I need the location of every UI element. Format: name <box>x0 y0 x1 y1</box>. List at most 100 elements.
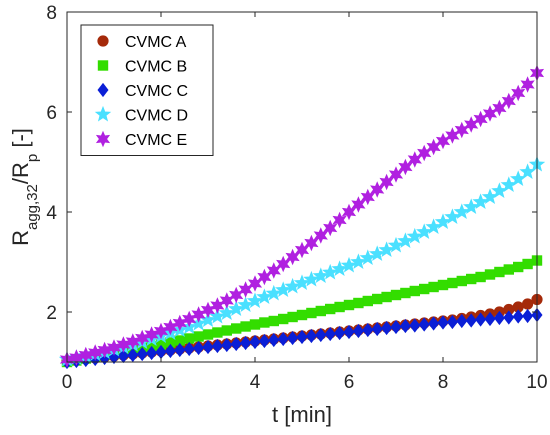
data-point <box>228 300 245 316</box>
data-point <box>209 307 226 324</box>
data-point <box>352 323 364 339</box>
data-point <box>303 270 320 287</box>
x-tick-label: 0 <box>62 372 73 393</box>
data-point <box>371 293 383 305</box>
data-point <box>465 313 477 328</box>
data-point <box>136 346 148 362</box>
data-point <box>409 318 421 333</box>
data-point <box>475 271 486 283</box>
data-point <box>453 203 470 219</box>
data-point <box>400 287 411 299</box>
data-point <box>315 305 327 317</box>
data-point <box>447 277 458 289</box>
data-point <box>406 227 423 244</box>
data-point <box>416 223 433 239</box>
data-point <box>362 322 374 338</box>
data-point <box>249 319 261 330</box>
x-tick-label: 6 <box>344 372 355 393</box>
data-point <box>306 307 317 319</box>
data-point <box>521 298 534 310</box>
data-point <box>315 327 327 343</box>
data-point <box>275 281 292 297</box>
data-point <box>390 319 402 335</box>
legend-label: CVMC A <box>125 34 187 51</box>
data-point <box>212 327 223 338</box>
data-point <box>435 132 451 150</box>
y-tick-label: 8 <box>46 3 57 24</box>
data-point <box>353 297 364 309</box>
data-point <box>426 138 441 156</box>
data-point <box>513 261 524 273</box>
data-point <box>265 284 282 301</box>
y-label-sub2: p <box>24 154 41 162</box>
data-point <box>390 289 402 301</box>
data-point <box>238 281 253 298</box>
data-point <box>381 320 393 336</box>
data-point <box>351 196 366 213</box>
data-point <box>503 264 515 275</box>
y-label-sub1: agg,32 <box>24 184 41 230</box>
data-point <box>409 285 421 297</box>
data-point <box>293 274 311 290</box>
data-point <box>202 339 214 355</box>
data-point <box>237 296 254 312</box>
data-point <box>259 317 270 328</box>
x-axis-label: t [min] <box>272 402 332 427</box>
y-label-tail: [-] <box>8 128 33 154</box>
data-point <box>332 211 347 229</box>
data-point <box>221 337 233 353</box>
legend-items: CVMC A CVMC B CVMC C CVMC D CVMC E <box>94 34 188 149</box>
y-axis-label: Ragg,32/Rp [-] <box>8 128 41 246</box>
legend-marker <box>94 105 112 122</box>
data-point <box>334 301 345 313</box>
data-point <box>511 84 526 102</box>
legend: CVMC A CVMC B CVMC C CVMC D CVMC E <box>80 24 214 156</box>
data-point <box>399 318 411 334</box>
data-point <box>520 76 535 93</box>
ticks-layer: 0 2 4 6 8 10 2 4 6 8 <box>46 3 547 393</box>
legend-item: CVMC B <box>97 59 187 76</box>
data-point <box>418 317 430 332</box>
x-tick-label: 8 <box>438 372 449 393</box>
data-point <box>182 310 197 328</box>
data-point <box>484 269 496 280</box>
data-point <box>221 325 233 336</box>
data-point <box>484 311 496 327</box>
data-point <box>503 310 515 325</box>
data-point <box>324 326 336 342</box>
series-cvmc-e <box>59 64 545 368</box>
data-point <box>381 291 392 303</box>
data-point <box>268 315 280 327</box>
data-point <box>387 236 405 253</box>
data-point <box>475 312 487 327</box>
data-point <box>249 334 261 350</box>
data-point <box>341 203 357 221</box>
data-point <box>230 336 242 352</box>
data-point <box>437 315 449 330</box>
data-point <box>312 267 329 283</box>
data-point <box>425 218 442 234</box>
legend-marker <box>97 35 109 47</box>
data-point <box>501 92 516 110</box>
data-point <box>202 329 214 340</box>
data-point <box>359 249 376 265</box>
data-point <box>434 213 452 229</box>
data-point <box>218 304 235 320</box>
data-point <box>277 313 289 325</box>
legend-item: CVMC D <box>94 105 188 125</box>
data-point <box>463 198 480 214</box>
data-point <box>472 193 489 209</box>
data-point <box>258 333 270 349</box>
data-point <box>379 173 394 191</box>
data-point <box>388 166 404 183</box>
data-point <box>418 283 430 295</box>
y-label-mid: /R <box>8 162 33 184</box>
data-point <box>370 181 385 198</box>
y-tick-label: 6 <box>46 103 57 124</box>
data-point <box>331 260 348 276</box>
legend-marker <box>97 60 109 71</box>
data-point <box>287 330 299 346</box>
legend-marker <box>95 130 111 148</box>
y-label-main: R <box>8 230 33 246</box>
